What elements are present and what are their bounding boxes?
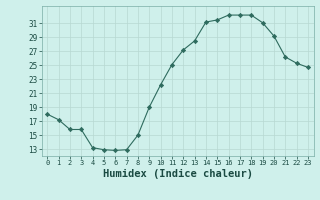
X-axis label: Humidex (Indice chaleur): Humidex (Indice chaleur) <box>103 169 252 179</box>
